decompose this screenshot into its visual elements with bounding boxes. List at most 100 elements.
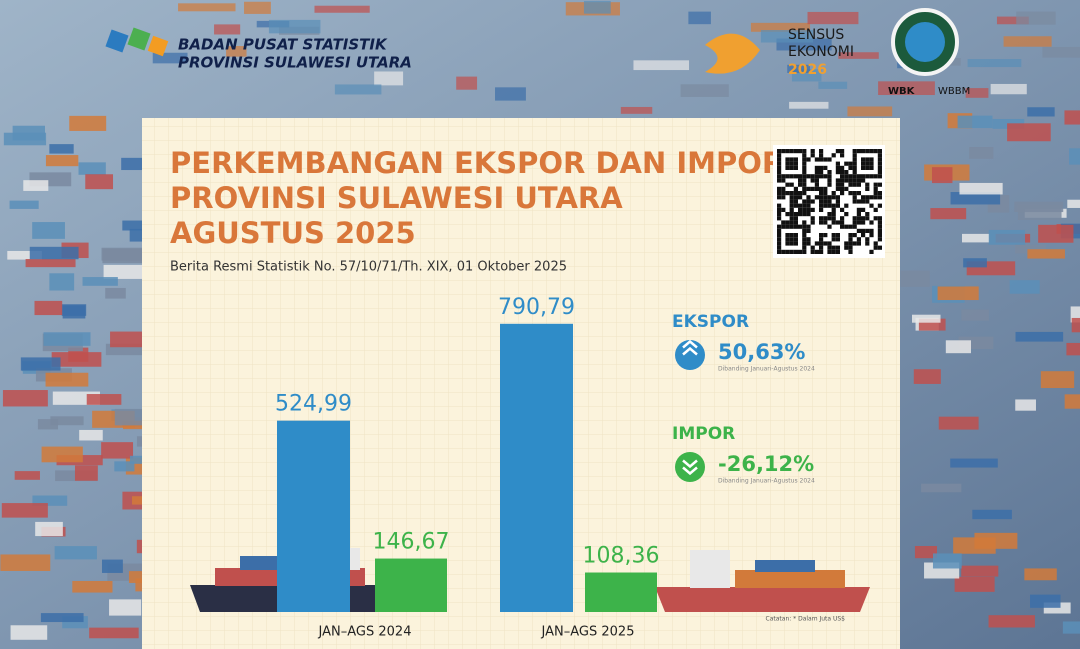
qr-module [810, 186, 815, 191]
container [961, 565, 999, 577]
qr-module [798, 191, 803, 196]
qr-module [814, 178, 819, 183]
container [244, 1, 271, 14]
qr-module [781, 178, 786, 183]
badge: WBBM [938, 86, 970, 97]
qr-module [835, 237, 840, 242]
qr-module [802, 157, 807, 162]
x-tick-label: JAN–AGS 2025 [541, 625, 635, 640]
qr-module [793, 216, 798, 221]
qr-module [810, 245, 815, 250]
qr-module [865, 237, 870, 242]
census-text: EKONOMI [788, 44, 854, 60]
qr-module [844, 161, 849, 166]
qr-module [848, 174, 853, 179]
qr-module [806, 212, 811, 217]
qr-module [781, 186, 786, 191]
container [61, 304, 87, 316]
qr-module [852, 165, 857, 170]
qr-module [877, 203, 882, 208]
container [101, 559, 123, 573]
qr-module [865, 165, 870, 170]
qr-module [852, 195, 857, 200]
qr-module [802, 237, 807, 242]
change-value: 50,63% [718, 340, 805, 364]
container [105, 287, 126, 299]
series-name: IMPOR [672, 424, 735, 444]
qr-module [785, 249, 790, 254]
container [0, 554, 51, 571]
qr-module [802, 228, 807, 233]
qr-module [877, 191, 882, 196]
qr-module [819, 233, 824, 238]
qr-module [777, 178, 782, 183]
qr-module [789, 174, 794, 179]
qr-module [802, 174, 807, 179]
qr-module [793, 186, 798, 191]
container [1067, 199, 1080, 208]
container [918, 318, 946, 331]
container [1040, 371, 1075, 389]
container [23, 180, 49, 191]
qr-module [819, 191, 824, 196]
container [988, 615, 1035, 628]
container [1038, 224, 1074, 243]
qr-module [793, 165, 798, 170]
qr-module [861, 207, 866, 212]
qr-module [877, 195, 882, 200]
container [963, 258, 987, 268]
qr-module [848, 178, 853, 183]
qr-module [856, 199, 861, 204]
container [10, 625, 48, 640]
container [41, 446, 83, 463]
qr-module [827, 212, 832, 217]
qr-module [806, 174, 811, 179]
qr-module [869, 161, 874, 166]
qr-module [789, 224, 794, 229]
qr-module [873, 191, 878, 196]
qr-module [873, 195, 878, 200]
container [954, 576, 995, 592]
qr-module [802, 212, 807, 217]
container [962, 233, 990, 243]
qr-module [856, 216, 861, 221]
qr-module [831, 237, 836, 242]
qr-module [848, 191, 853, 196]
qr-module [852, 199, 857, 204]
container [1015, 399, 1036, 411]
qr-module [789, 157, 794, 162]
container [967, 59, 1022, 68]
qr-module [810, 199, 815, 204]
container [1027, 249, 1065, 259]
qr-module [865, 149, 870, 154]
container [990, 83, 1027, 95]
qr-module [777, 161, 782, 166]
qr-module [785, 233, 790, 238]
qr-module [777, 241, 782, 246]
container [1027, 107, 1055, 117]
qr-module [831, 233, 836, 238]
container [878, 81, 935, 96]
qr-module [785, 149, 790, 154]
container [122, 220, 153, 231]
qr-module [785, 212, 790, 217]
qr-module [877, 165, 882, 170]
qr-module [806, 237, 811, 242]
container [961, 309, 989, 321]
qr-module [873, 149, 878, 154]
qr-module [844, 212, 849, 217]
qr-module [777, 195, 782, 200]
qr-module [865, 182, 870, 187]
qr-module [814, 249, 819, 254]
qr-module [806, 195, 811, 200]
container [178, 3, 236, 12]
container [1, 503, 48, 518]
container [760, 30, 814, 43]
qr-module [823, 241, 828, 246]
qr-module [865, 186, 870, 191]
container [818, 81, 848, 89]
qr-module [819, 195, 824, 200]
qr-module [840, 191, 845, 196]
qr-module [865, 174, 870, 179]
qr-module [831, 216, 836, 221]
